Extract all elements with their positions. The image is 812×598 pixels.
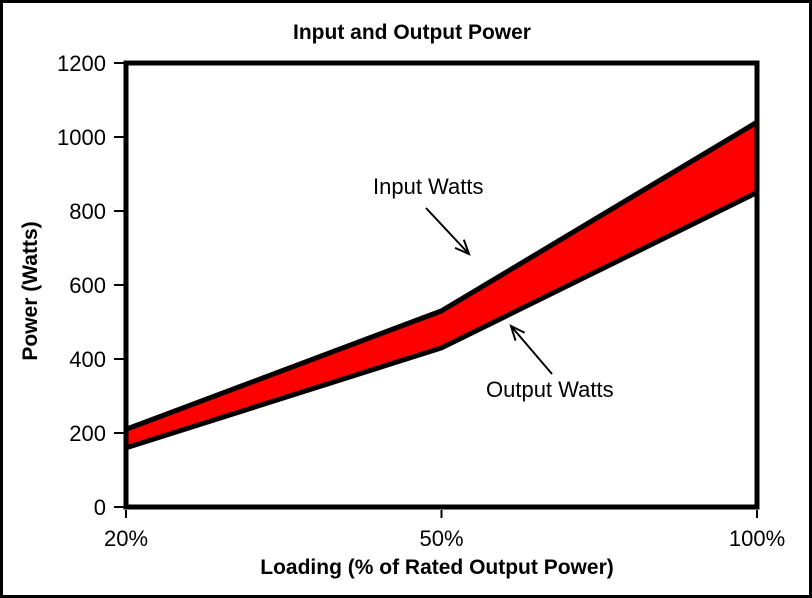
output-watts-annotation: Output Watts	[486, 377, 614, 402]
x-tick-label: 100%	[729, 526, 785, 551]
power-loss-band	[126, 122, 757, 448]
output-watts-arrow	[509, 324, 553, 375]
y-tick-label: 800	[69, 199, 106, 224]
input-watts-line	[125, 120, 759, 432]
y-tick-label: 600	[69, 273, 106, 298]
y-tick-label: 200	[69, 421, 106, 446]
x-tick-label: 50%	[419, 526, 463, 551]
output-watts-line	[125, 190, 759, 451]
input-watts-arrow	[425, 207, 471, 256]
y-tick-label: 400	[69, 347, 106, 372]
x-axis-title: Loading (% of Rated Output Power)	[260, 556, 614, 579]
x-axis-ticks: 20% 50% 100%	[104, 510, 785, 551]
plot-frame	[123, 60, 760, 510]
y-tick-label: 1000	[57, 125, 106, 150]
y-axis-ticks: 0 200 400 600 800 1000 1200	[57, 51, 125, 520]
x-tick-label: 20%	[104, 526, 148, 551]
chart-title: Input and Output Power	[293, 21, 531, 44]
y-tick-label: 0	[94, 495, 106, 520]
plot-area: 0 200 400 600 800 1000 1200 20% 50% 100%	[57, 51, 785, 551]
y-tick-label: 1200	[57, 51, 106, 76]
input-watts-annotation: Input Watts	[373, 174, 484, 199]
